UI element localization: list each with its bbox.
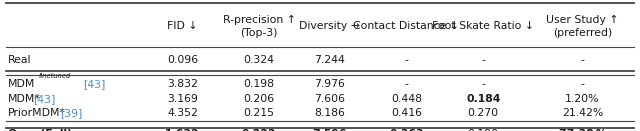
Text: -: - (580, 55, 584, 65)
Text: finetuned: finetuned (39, 73, 71, 79)
Text: 0.198: 0.198 (244, 79, 275, 89)
Text: MDM*: MDM* (8, 94, 41, 104)
Text: Contact Distance ↓: Contact Distance ↓ (353, 21, 460, 31)
Text: 77.38 %: 77.38 % (559, 129, 606, 131)
Text: -: - (404, 55, 408, 65)
Text: 0.416: 0.416 (391, 108, 422, 118)
Text: [43]: [43] (83, 79, 106, 89)
Text: 0.190: 0.190 (468, 129, 499, 131)
Text: 8.186: 8.186 (314, 108, 345, 118)
Text: 0.206: 0.206 (244, 94, 275, 104)
Text: 0.215: 0.215 (244, 108, 275, 118)
Text: 4.352: 4.352 (167, 108, 198, 118)
Text: 7.976: 7.976 (314, 79, 345, 89)
Text: 21.42%: 21.42% (562, 108, 603, 118)
Text: PriorMDM*: PriorMDM* (8, 108, 66, 118)
Text: FID ↓: FID ↓ (167, 21, 198, 31)
Text: [43]: [43] (33, 94, 56, 104)
Text: 0.222: 0.222 (242, 129, 276, 131)
Text: 0.363: 0.363 (389, 129, 424, 131)
Text: MDM: MDM (8, 79, 36, 89)
Text: -: - (481, 79, 485, 89)
Text: 1.632: 1.632 (165, 129, 200, 131)
Text: User Study ↑
(preferred): User Study ↑ (preferred) (546, 15, 619, 38)
Text: Ours (Full): Ours (Full) (8, 129, 72, 131)
Text: 0.270: 0.270 (468, 108, 499, 118)
Text: 0.324: 0.324 (244, 55, 275, 65)
Text: R-precision ↑
(Top-3): R-precision ↑ (Top-3) (223, 15, 296, 38)
Text: 0.096: 0.096 (167, 55, 198, 65)
Text: Diversity →: Diversity → (299, 21, 360, 31)
Text: 7.244: 7.244 (314, 55, 345, 65)
Text: 7.596: 7.596 (312, 129, 347, 131)
Text: [39]: [39] (61, 108, 83, 118)
Text: Foot Skate Ratio ↓: Foot Skate Ratio ↓ (432, 21, 534, 31)
Text: 3.832: 3.832 (167, 79, 198, 89)
Text: 0.448: 0.448 (391, 94, 422, 104)
Text: Real: Real (8, 55, 32, 65)
Text: -: - (580, 79, 584, 89)
Text: 1.20%: 1.20% (565, 94, 600, 104)
Text: 3.169: 3.169 (167, 94, 198, 104)
Text: 0.184: 0.184 (466, 94, 500, 104)
Text: -: - (481, 55, 485, 65)
Text: -: - (404, 79, 408, 89)
Text: 7.606: 7.606 (314, 94, 345, 104)
